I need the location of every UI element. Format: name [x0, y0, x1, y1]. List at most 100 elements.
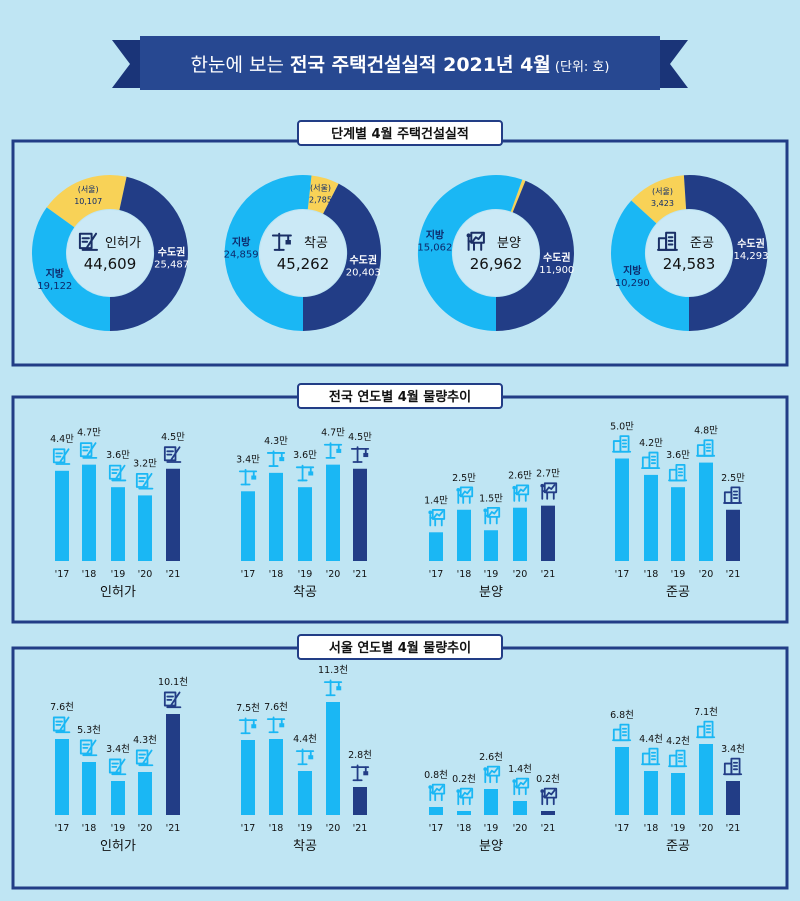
icon-part	[696, 444, 706, 457]
bar-'17	[429, 807, 443, 815]
icon-part	[461, 488, 472, 496]
bar-'17	[241, 491, 255, 561]
bar-value-label: 3.6만	[106, 450, 130, 461]
bar-value-label: 2.6천	[479, 752, 503, 763]
presentation-icon	[456, 486, 474, 504]
x-tick-label: '18	[457, 569, 472, 580]
bar-'19	[484, 789, 498, 815]
x-tick-label: '18	[457, 823, 472, 834]
x-tick-label: '19	[484, 569, 499, 580]
icon-part	[336, 686, 342, 691]
bar-value-label: 7.6천	[50, 702, 74, 713]
bar-'18	[457, 509, 471, 561]
bar-'20	[326, 702, 340, 815]
icon-part	[512, 485, 517, 490]
icon-part	[543, 482, 558, 494]
icon-part	[363, 452, 369, 458]
building-icon	[641, 451, 661, 470]
slice-value: 20,403	[346, 268, 381, 279]
slice-name: (서울)	[78, 185, 99, 194]
bar-'18	[269, 472, 283, 561]
donut-slice-region	[31, 207, 110, 332]
bar-value-label: 10.1천	[158, 677, 188, 688]
icon-part	[142, 472, 153, 488]
slice-name: 지방	[232, 236, 251, 249]
permit-icon	[78, 232, 98, 251]
slice-value: 14,293	[734, 251, 769, 262]
presentation-icon	[512, 484, 530, 502]
icon-part	[723, 491, 733, 504]
crane-icon	[238, 717, 258, 735]
presentation-icon	[466, 231, 485, 251]
bar-'17	[429, 532, 443, 561]
icon-part	[484, 773, 491, 777]
icon-part	[170, 691, 181, 706]
bar-value-label: 4.8만	[694, 426, 718, 437]
x-tick-label: '21	[166, 569, 181, 580]
slice-name: 지방	[623, 264, 642, 277]
icon-part	[515, 777, 530, 789]
permit-icon	[52, 716, 71, 734]
icon-part	[484, 514, 491, 518]
bar-value-label: 1.4만	[424, 495, 448, 506]
donut-stage-label: 착공	[304, 236, 328, 251]
group-label: 준공	[666, 585, 690, 600]
bar-'18	[269, 739, 283, 815]
icon-part	[456, 789, 461, 793]
donut-slice-metro	[683, 175, 768, 332]
bar-'19	[484, 530, 498, 561]
slice-name: (서울)	[310, 184, 331, 193]
donut-slice-metro	[303, 183, 381, 331]
icon-part	[457, 795, 464, 799]
bar-value-label: 3.4만	[236, 454, 260, 465]
permit-icon	[163, 446, 182, 463]
bar-group-준공: 6.8천 '17 4.4천 '18 4.2천 '19 7.1천 '20 3.4천 '21 준공	[610, 707, 745, 854]
group-label: 준공	[666, 839, 690, 854]
bar-value-label: 4.2만	[639, 438, 663, 449]
donut-total: 26,962	[470, 255, 523, 273]
icon-part	[513, 785, 520, 789]
icon-part	[467, 239, 475, 244]
slice-value: 10,107	[74, 197, 102, 206]
icon-part	[251, 724, 257, 729]
slice-value: 3,423	[651, 199, 674, 208]
icon-part	[279, 723, 285, 728]
icon-part	[641, 752, 651, 766]
section-title-donuts: 단계별 4월 주택건설실적	[297, 120, 503, 146]
bar-value-label: 0.2천	[452, 774, 476, 785]
bar-value-label: 5.0만	[610, 422, 634, 433]
permit-icon	[52, 448, 71, 465]
presentation-icon	[428, 783, 446, 802]
icon-part	[336, 448, 342, 453]
slice-name: 수도권	[158, 247, 186, 259]
x-tick-label: '20	[513, 823, 528, 834]
icon-part	[279, 457, 285, 462]
icon-part	[308, 755, 314, 760]
presentation-icon	[483, 765, 501, 784]
x-tick-label: '20	[138, 569, 153, 580]
x-tick-label: '21	[541, 569, 556, 580]
icon-part	[486, 765, 501, 777]
bar-value-label: 1.4천	[508, 764, 532, 775]
bar-value-label: 2.6만	[508, 471, 532, 482]
donut-stage-label: 인허가	[105, 236, 141, 251]
bar-value-label: 3.6만	[666, 450, 690, 461]
donut-total: 45,262	[277, 255, 330, 273]
x-tick-label: '19	[484, 823, 499, 834]
bar-value-label: 4.7만	[77, 428, 101, 439]
x-tick-label: '17	[429, 823, 444, 834]
group-label: 분양	[479, 585, 503, 600]
icon-part	[517, 779, 528, 787]
bar-'20	[138, 495, 152, 561]
bar-value-label: 4.4천	[293, 734, 317, 745]
permit-icon	[108, 464, 127, 482]
slice-name: 수도권	[543, 252, 571, 264]
slice-value: 25,487	[154, 260, 189, 271]
icon-part	[456, 487, 461, 492]
x-tick-label: '17	[615, 823, 630, 834]
icon-part	[285, 240, 291, 245]
icon-part	[433, 785, 444, 793]
building-icon	[612, 435, 632, 453]
x-tick-label: '17	[55, 569, 70, 580]
